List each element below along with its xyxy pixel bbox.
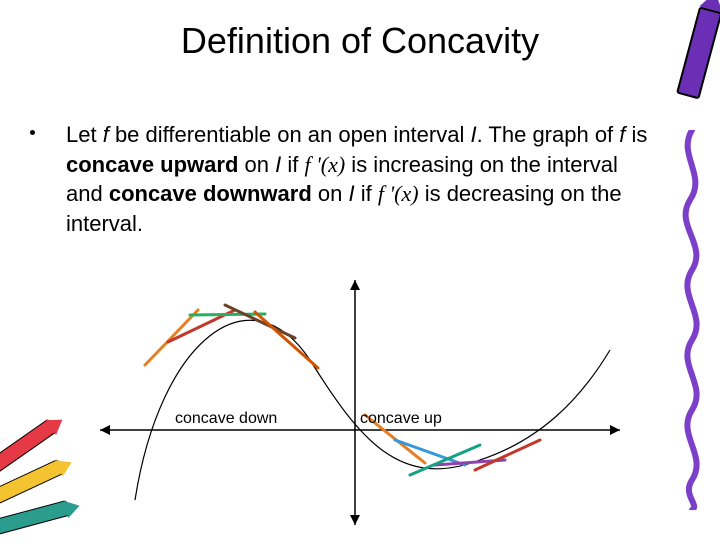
crayon-green-icon xyxy=(0,500,71,536)
crayons-corner-icon xyxy=(0,420,100,560)
term-concave-up: concave upward xyxy=(66,152,238,177)
definition-body: Let f be differentiable on an open inter… xyxy=(66,120,648,239)
slide-title: Definition of Concavity xyxy=(0,0,720,62)
tangents-down xyxy=(145,305,318,368)
t9: if xyxy=(355,181,378,206)
tangent-line xyxy=(395,440,465,465)
scribble-decoration-icon xyxy=(672,130,712,510)
bullet-dot xyxy=(30,130,35,135)
tangent-line xyxy=(145,310,198,365)
t1: Let xyxy=(66,122,103,147)
tangent-line xyxy=(190,314,265,315)
label-concave-up: concave up xyxy=(360,410,442,428)
t4: is xyxy=(625,122,647,147)
crayon-yellow-icon xyxy=(0,459,65,507)
tangent-line xyxy=(225,305,295,338)
y-axis-arrow-down xyxy=(350,515,360,525)
concavity-graph: concave down concave up xyxy=(80,280,640,530)
crayon-body xyxy=(676,6,720,99)
t6: if xyxy=(281,152,304,177)
term-concave-down: concave downward xyxy=(109,181,312,206)
t3: . The graph of xyxy=(477,122,620,147)
fprime-1: f '(x) xyxy=(304,152,345,177)
t2: be differentiable on an open interval xyxy=(109,122,471,147)
definition-text: Let f be differentiable on an open inter… xyxy=(48,120,648,239)
y-axis-arrow-up xyxy=(350,280,360,290)
x-axis-arrow-right xyxy=(610,425,620,435)
fprime-2: f '(x) xyxy=(378,181,419,206)
label-concave-down: concave down xyxy=(175,410,277,428)
graph-svg xyxy=(80,280,640,530)
x-axis-arrow-left xyxy=(100,425,110,435)
tangent-line xyxy=(475,440,540,470)
t5: on xyxy=(238,152,275,177)
tangent-line xyxy=(255,312,318,368)
t8: on xyxy=(312,181,349,206)
